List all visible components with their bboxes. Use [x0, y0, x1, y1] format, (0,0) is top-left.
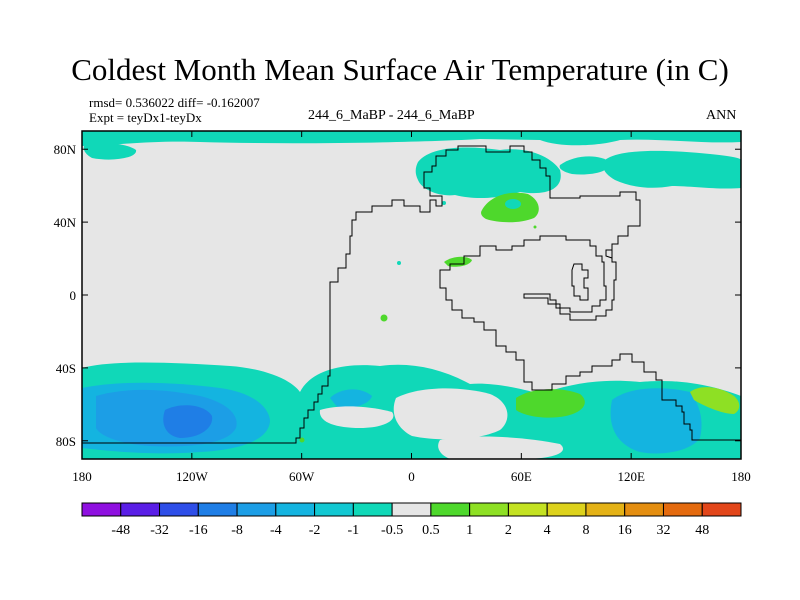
field-region [516, 389, 585, 418]
coastline-outer [82, 145, 741, 444]
field-region [83, 142, 137, 160]
colorbar-swatch [546, 502, 587, 517]
colorbar-swatch [624, 502, 664, 517]
colorbar-label: 4 [544, 523, 551, 538]
y-tick-label: 40N [54, 215, 77, 230]
field-region [163, 405, 213, 438]
colorbar-label: 16 [618, 523, 632, 538]
x-tick-label: 60E [511, 469, 532, 484]
field-region [505, 199, 521, 209]
stats-line: rmsd= 0.536022 diff= -0.162007 [89, 95, 260, 110]
x-tick-label: 120W [176, 469, 209, 484]
field-region [299, 437, 305, 443]
colorbar-swatch [701, 502, 742, 517]
colorbar-label: -4 [270, 523, 282, 538]
field-region [603, 150, 741, 189]
colorbar-label: -1 [348, 523, 360, 538]
coastlines [82, 145, 741, 444]
colorbar-label: 32 [656, 523, 670, 538]
colorbar-label: 2 [505, 523, 512, 538]
season-label: ANN [706, 108, 737, 123]
colorbar-swatch [391, 502, 432, 517]
colorbar-swatch [197, 502, 238, 517]
colorbar-swatch [120, 502, 161, 517]
colorbar-swatch [662, 502, 703, 517]
coastline-inner [571, 263, 589, 301]
field-region [393, 388, 508, 440]
field-region [442, 201, 446, 205]
field-region [319, 406, 394, 428]
colorbar-swatch [430, 502, 471, 517]
field-region [559, 156, 611, 175]
y-tick-label: 0 [70, 288, 77, 303]
colorbar-label: -2 [309, 523, 321, 538]
colorbar-swatch [585, 502, 626, 517]
colorbar-label: -8 [231, 523, 243, 538]
colorbar-label: 48 [695, 523, 709, 538]
field-region [397, 261, 401, 265]
colorbar-label: 8 [582, 523, 589, 538]
chart-title: Coldest Month Mean Surface Air Temperatu… [71, 52, 729, 87]
field-fills [82, 131, 741, 459]
field-region [533, 225, 537, 229]
field-region [82, 131, 741, 146]
colorbar-label: -16 [189, 523, 208, 538]
x-tick-label: 120E [617, 469, 645, 484]
colorbar-label: 1 [466, 523, 473, 538]
colorbar-swatch [275, 502, 316, 517]
y-tick-label: 80S [56, 434, 76, 449]
x-tick-label: 180 [731, 469, 751, 484]
colorbar-label: -0.5 [381, 523, 403, 538]
y-tick-label: 40S [56, 361, 76, 376]
stats-block: rmsd= 0.536022 diff= -0.162007 Expt = te… [89, 95, 260, 125]
colorbar-swatch [159, 502, 199, 517]
y-tick-label: 80N [54, 142, 77, 157]
x-tick-label: 0 [408, 469, 415, 484]
colorbar-label: -32 [150, 523, 169, 538]
colorbar-swatch [507, 502, 548, 517]
colorbar-swatch [236, 502, 277, 517]
expt-line: Expt = teyDx1-teyDx [89, 110, 202, 125]
field-region [330, 389, 372, 409]
coastline-inner [605, 249, 613, 259]
field-region [438, 436, 564, 459]
x-tick-label: 60W [289, 469, 315, 484]
experiment-label: 244_6_MaBP - 244_6_MaBP [308, 108, 475, 123]
colorbar-label: 0.5 [422, 523, 440, 538]
colorbar-label: -48 [111, 523, 130, 538]
colorbar-swatch [314, 502, 354, 517]
field-region [415, 147, 561, 199]
colorbar-swatch [352, 502, 393, 517]
x-tick-label: 180 [72, 469, 92, 484]
field-region [610, 388, 702, 454]
colorbar-swatch [81, 502, 122, 517]
field-region [380, 314, 388, 322]
colorbar-swatch [469, 502, 509, 517]
field-region [690, 387, 740, 414]
